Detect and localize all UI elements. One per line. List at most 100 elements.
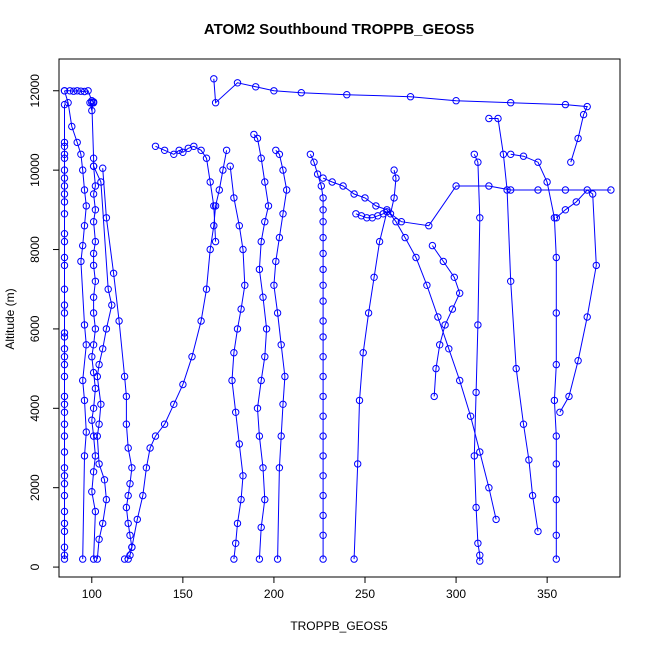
data-point bbox=[550, 214, 559, 222]
data-point bbox=[275, 233, 284, 242]
data-point bbox=[60, 448, 69, 456]
x-tick-label: 250 bbox=[355, 587, 375, 601]
data-point bbox=[319, 412, 327, 420]
data-point bbox=[100, 476, 109, 484]
data-point bbox=[476, 557, 484, 565]
data-point bbox=[80, 186, 89, 194]
data-point bbox=[60, 142, 69, 151]
data-point bbox=[235, 222, 244, 230]
data-point bbox=[306, 150, 315, 159]
data-point bbox=[170, 400, 178, 408]
data-point bbox=[60, 491, 69, 500]
data-point bbox=[476, 214, 484, 222]
data-point bbox=[450, 273, 458, 281]
data-point bbox=[202, 285, 211, 293]
data-point bbox=[179, 380, 187, 389]
data-point bbox=[60, 138, 69, 147]
data-point bbox=[492, 515, 500, 524]
y-tick-label: 4000 bbox=[28, 395, 42, 422]
plot-area bbox=[60, 75, 615, 565]
data-point bbox=[319, 265, 327, 274]
data-point bbox=[60, 345, 69, 353]
series-2 bbox=[60, 100, 69, 563]
data-point bbox=[60, 360, 69, 369]
data-point bbox=[406, 93, 415, 101]
data-point bbox=[60, 519, 69, 528]
data-point bbox=[259, 293, 267, 301]
series-10 bbox=[226, 162, 249, 563]
data-point bbox=[273, 309, 282, 317]
series-line bbox=[353, 210, 388, 560]
data-point bbox=[253, 404, 262, 412]
data-point bbox=[552, 460, 560, 468]
data-point bbox=[430, 392, 438, 401]
data-point bbox=[452, 182, 460, 190]
data-point bbox=[552, 309, 560, 317]
series-14 bbox=[319, 174, 500, 524]
data-point bbox=[534, 527, 542, 536]
data-point bbox=[232, 408, 240, 416]
data-point bbox=[519, 420, 528, 428]
data-point bbox=[350, 555, 358, 563]
data-point bbox=[99, 519, 107, 528]
data-point bbox=[82, 202, 91, 210]
y-tick-label: 8000 bbox=[28, 236, 42, 263]
data-point bbox=[73, 87, 81, 95]
data-point bbox=[319, 555, 327, 563]
data-point bbox=[88, 353, 96, 361]
data-point bbox=[257, 523, 265, 532]
data-point bbox=[60, 543, 69, 551]
data-point bbox=[456, 376, 464, 385]
data-point bbox=[476, 448, 484, 456]
data-point bbox=[60, 154, 69, 162]
data-point bbox=[89, 162, 98, 170]
data-point bbox=[239, 472, 247, 480]
data-point bbox=[556, 408, 564, 416]
data-point bbox=[210, 202, 218, 210]
data-point bbox=[79, 376, 87, 385]
series-3 bbox=[60, 87, 91, 563]
data-point bbox=[91, 237, 100, 246]
data-point bbox=[485, 484, 493, 492]
data-point bbox=[99, 345, 107, 353]
data-point bbox=[80, 321, 89, 329]
data-point bbox=[592, 261, 600, 270]
data-point bbox=[60, 555, 69, 563]
data-point bbox=[160, 420, 169, 428]
data-point bbox=[466, 412, 475, 420]
data-point bbox=[60, 527, 69, 536]
data-point bbox=[607, 186, 615, 194]
data-point bbox=[252, 83, 260, 91]
data-point bbox=[507, 150, 515, 159]
data-point bbox=[190, 142, 198, 151]
data-point bbox=[60, 253, 69, 262]
data-point bbox=[397, 218, 406, 226]
data-point bbox=[60, 190, 69, 198]
data-point bbox=[80, 222, 89, 230]
data-point bbox=[281, 372, 289, 381]
data-point bbox=[60, 261, 69, 270]
data-point bbox=[102, 214, 111, 222]
data-point bbox=[503, 186, 511, 194]
y-tick-label: 6000 bbox=[28, 315, 42, 342]
data-point bbox=[60, 408, 69, 416]
data-point bbox=[494, 114, 502, 123]
data-point bbox=[364, 309, 373, 317]
data-point bbox=[279, 400, 287, 408]
data-point bbox=[445, 345, 453, 353]
data-point bbox=[89, 154, 98, 162]
data-point bbox=[439, 257, 447, 266]
data-point bbox=[472, 388, 480, 397]
data-point bbox=[412, 253, 420, 262]
data-point bbox=[355, 396, 364, 405]
data-point bbox=[485, 114, 493, 123]
data-point bbox=[84, 87, 92, 95]
chart-title: ATOM2 Southbound TROPPB_GEOS5 bbox=[204, 21, 474, 38]
data-point bbox=[179, 148, 187, 157]
data-point bbox=[476, 551, 484, 559]
data-point bbox=[206, 178, 214, 186]
data-point bbox=[261, 495, 269, 504]
data-point bbox=[77, 87, 85, 95]
data-point bbox=[210, 75, 218, 83]
data-point bbox=[375, 237, 384, 246]
